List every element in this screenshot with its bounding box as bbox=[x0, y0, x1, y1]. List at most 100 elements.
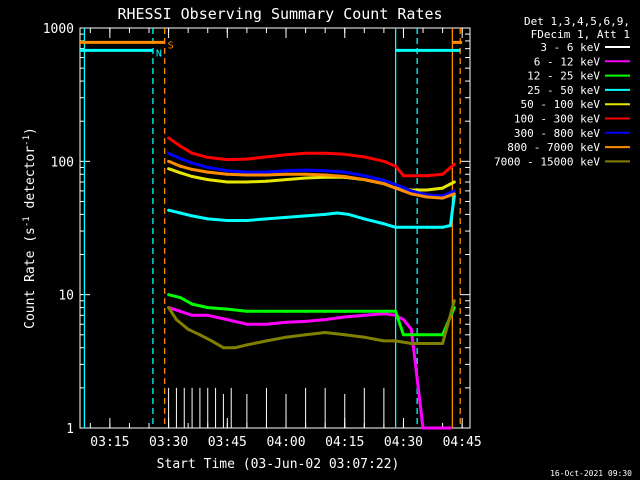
y-tick-label-2: 100 bbox=[51, 155, 74, 170]
series-3-point-16 bbox=[425, 225, 429, 229]
series-2-point-12 bbox=[382, 309, 386, 313]
series-5-point-7 bbox=[284, 153, 288, 157]
series-5-point-3 bbox=[206, 155, 210, 159]
series-3-point-8 bbox=[304, 214, 308, 218]
series-3-point-2 bbox=[190, 214, 194, 218]
series-8-point-7 bbox=[245, 343, 249, 347]
series-1-point-10 bbox=[343, 315, 347, 319]
series-5-point-14 bbox=[401, 174, 405, 178]
series-2-point-2 bbox=[190, 302, 194, 306]
series-7-point-5 bbox=[245, 173, 249, 177]
series-3-point-3 bbox=[206, 217, 210, 221]
series-3-point-10 bbox=[335, 211, 339, 215]
series-7-point-10 bbox=[343, 174, 347, 178]
series-2-point-1 bbox=[178, 296, 182, 300]
series-1-point-6 bbox=[264, 322, 268, 326]
series-4-point-16 bbox=[441, 186, 445, 190]
series-7-point-17 bbox=[452, 192, 456, 196]
series-7-point-7 bbox=[284, 172, 288, 176]
series-8-point-3 bbox=[198, 333, 202, 337]
series-2-point-14 bbox=[401, 333, 405, 337]
series-6-point-10 bbox=[343, 170, 347, 174]
x-axis-label: Start Time (03-Jun-02 03:07:22) bbox=[157, 457, 400, 472]
series-6-point-14 bbox=[409, 189, 413, 193]
series-3-point-12 bbox=[362, 217, 366, 221]
x-tick-label-6: 04:45 bbox=[443, 435, 482, 450]
series-8-point-18 bbox=[441, 342, 445, 346]
series-4-point-2 bbox=[190, 174, 194, 178]
series-5-point-2 bbox=[190, 151, 194, 155]
series-2-point-13 bbox=[394, 309, 398, 313]
series-8-point-11 bbox=[323, 331, 327, 335]
series-6-point-1 bbox=[178, 157, 182, 161]
y-tick-label-0: 1 bbox=[66, 422, 74, 437]
series-7-point-8 bbox=[304, 172, 308, 176]
series-6-point-11 bbox=[362, 174, 366, 178]
legend-entry-7: 800 - 7000 keV bbox=[507, 141, 600, 154]
series-line-7 bbox=[168, 159, 455, 200]
series-2-point-0 bbox=[167, 293, 171, 297]
series-3-point-7 bbox=[284, 215, 288, 219]
x-tick-label-3: 04:00 bbox=[266, 435, 305, 450]
series-8-point-16 bbox=[409, 342, 413, 346]
series-3-point-17 bbox=[441, 225, 445, 229]
series-2-point-8 bbox=[304, 309, 308, 313]
series-6-point-2 bbox=[190, 161, 194, 165]
legend-entry-0: 3 - 6 keV bbox=[540, 41, 600, 54]
series-8-point-9 bbox=[284, 335, 288, 339]
series-2-point-6 bbox=[264, 309, 268, 313]
series-3-point-11 bbox=[347, 212, 351, 216]
series-5-point-6 bbox=[264, 155, 268, 159]
y-axis-label-mid: detector bbox=[23, 146, 38, 217]
series-1-point-12 bbox=[382, 312, 386, 316]
series-2-point-11 bbox=[362, 309, 366, 313]
series-4-point-1 bbox=[178, 171, 182, 175]
series-5-point-15 bbox=[409, 174, 413, 178]
series-4-point-5 bbox=[245, 180, 249, 184]
series-6-point-12 bbox=[382, 178, 386, 182]
series-8-point-1 bbox=[174, 318, 178, 322]
series-3-point-18 bbox=[448, 224, 452, 228]
series-5-point-18 bbox=[452, 162, 456, 166]
series-5-point-0 bbox=[167, 136, 171, 140]
series-1-point-7 bbox=[284, 320, 288, 324]
series-7-point-0 bbox=[167, 159, 171, 163]
series-1-point-8 bbox=[304, 319, 308, 323]
series-3-point-0 bbox=[167, 208, 171, 212]
series-1-point-16 bbox=[421, 426, 425, 430]
legend-header-1: FDecim 1, Att 1 bbox=[531, 28, 630, 41]
series-4-point-7 bbox=[284, 178, 288, 182]
y-axis-label-main: Count Rate (s bbox=[23, 227, 38, 329]
series-5-point-1 bbox=[178, 144, 182, 148]
series-line-8 bbox=[167, 300, 456, 350]
series-5-point-12 bbox=[382, 159, 386, 163]
legend-entry-1: 6 - 12 keV bbox=[534, 55, 601, 68]
series-2-point-15 bbox=[421, 333, 425, 337]
flag-label-S: S bbox=[168, 40, 174, 51]
series-4-point-4 bbox=[225, 180, 229, 184]
series-1-point-14 bbox=[401, 318, 405, 322]
legend-header-0: Det 1,3,4,5,6,9, bbox=[524, 15, 630, 28]
series-1-point-17 bbox=[433, 426, 437, 430]
legend: Det 1,3,4,5,6,9,FDecim 1, Att 13 - 6 keV… bbox=[494, 15, 630, 168]
x-tick-label-0: 03:15 bbox=[90, 435, 129, 450]
series-4-point-15 bbox=[425, 188, 429, 192]
series-5-point-8 bbox=[304, 151, 308, 155]
series-5-point-4 bbox=[225, 158, 229, 162]
series-7-point-1 bbox=[178, 164, 182, 168]
svg-text:Count Rate (s-1 detector-1): Count Rate (s-1 detector-1) bbox=[22, 127, 38, 329]
plot-area: 1 10 100 1000 03:15 03:30 03:45 04:00 04:15 04:30… bbox=[43, 22, 482, 450]
series-8-point-13 bbox=[362, 335, 366, 339]
series-1-point-18 bbox=[448, 426, 452, 430]
series-7-point-3 bbox=[206, 170, 210, 174]
legend-entry-8: 7000 - 15000 keV bbox=[494, 155, 600, 168]
series-7-point-4 bbox=[225, 172, 229, 176]
series-6-point-8 bbox=[304, 168, 308, 172]
series-8-point-4 bbox=[210, 339, 214, 343]
series-8-point-12 bbox=[343, 333, 347, 337]
series-8-point-0 bbox=[167, 306, 171, 310]
series-line-6 bbox=[167, 151, 455, 198]
series-2-point-5 bbox=[245, 309, 249, 313]
series-3-point-4 bbox=[225, 218, 229, 222]
series-6-point-7 bbox=[284, 169, 288, 173]
